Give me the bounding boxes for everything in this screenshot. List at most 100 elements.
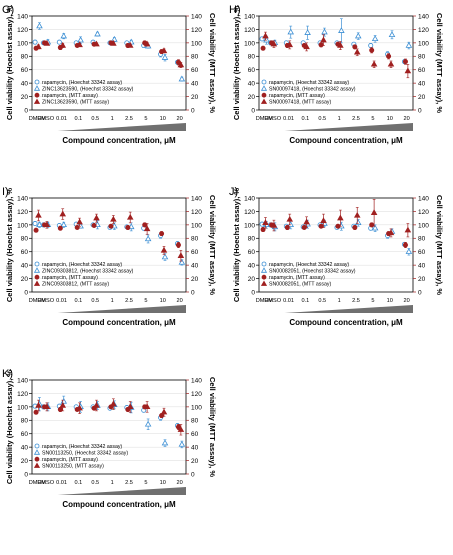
x-tick-label: DMEM <box>256 116 273 122</box>
data-point <box>354 32 362 39</box>
y-right-tick-label: 60 <box>191 249 199 256</box>
data-point <box>369 47 375 53</box>
y-left-tick-label: 20 <box>21 458 29 465</box>
data-point <box>178 75 186 82</box>
data-point <box>321 28 328 35</box>
data-point <box>404 67 412 74</box>
legend-label: rapamycin, (Hoechst 33342 assay) <box>42 262 122 268</box>
concentration-gradient-bar <box>57 305 187 313</box>
data-point <box>304 29 311 35</box>
x-axis-title: Compound concentration, μM <box>62 318 176 327</box>
y-left-tick-label: 40 <box>248 81 256 88</box>
y-left-tick-label: 60 <box>248 249 256 256</box>
y-right-tick-label: 80 <box>191 236 199 243</box>
y-right-tick-label: 120 <box>418 27 429 34</box>
legend-label: SN00097418, (Hoechst 33342 assay) <box>269 87 356 93</box>
data-point <box>284 225 290 231</box>
y-right-tick-label: 0 <box>191 289 195 296</box>
y-left-tick-label: 80 <box>21 418 29 425</box>
y-left-axis-title: Cell viability (Hoechst assay), % <box>5 188 14 303</box>
x-axis-title: Compound concentration, μM <box>289 318 403 327</box>
data-series <box>260 40 408 65</box>
legend-label: SN00082051, (MTT assay) <box>269 282 331 288</box>
data-point <box>93 214 100 221</box>
concentration-gradient-bar <box>284 123 413 131</box>
y-left-tick-label: 0 <box>251 107 255 114</box>
data-series <box>35 398 185 436</box>
data-point <box>404 226 412 233</box>
y-left-tick-label: 100 <box>244 222 255 229</box>
y-right-tick-label: 40 <box>418 81 426 88</box>
panel-label: H) <box>229 4 241 16</box>
data-point <box>262 219 269 226</box>
y-right-tick-label: 0 <box>418 107 422 114</box>
legend-marker <box>261 79 267 85</box>
data-point <box>110 400 117 407</box>
x-tick-label: 0.01 <box>283 116 294 122</box>
y-right-tick-label: 20 <box>191 94 199 101</box>
y-left-tick-label: 60 <box>21 431 29 438</box>
y-right-axis-title: Cell viability (MTT assay), % <box>208 377 217 477</box>
data-point <box>60 32 68 39</box>
y-right-tick-label: 100 <box>418 40 429 47</box>
legend-marker <box>33 267 41 273</box>
data-point <box>178 258 186 265</box>
concentration-gradient-bar <box>57 123 187 131</box>
legend-marker <box>260 85 268 91</box>
x-tick-label: 2.5 <box>352 116 360 122</box>
legend-label: rapamycin, (Hoechst 33342 assay) <box>42 444 122 450</box>
legend-label: rapamycin, (Hoechst 33342 assay) <box>269 80 349 86</box>
y-left-tick-label: 60 <box>248 67 256 74</box>
y-right-tick-label: 140 <box>191 377 202 384</box>
chart-panel: H)020406080100120140020406080100120140Ce… <box>229 4 444 145</box>
x-tick-label: 0.01 <box>283 298 294 304</box>
data-point <box>177 252 185 258</box>
x-tick-label: 20 <box>404 298 410 304</box>
x-tick-label: DMSO <box>37 116 54 122</box>
chart-panel: I)020406080100120140020406080100120140Ce… <box>2 186 217 327</box>
x-tick-label: 0.5 <box>91 116 99 122</box>
y-left-tick-label: 140 <box>244 195 255 202</box>
data-point <box>161 54 169 60</box>
x-tick-label: 10 <box>160 116 166 122</box>
data-point <box>387 229 395 236</box>
legend-label: rapamycin, (MTT assay) <box>269 275 325 281</box>
y-left-tick-label: 20 <box>21 276 29 283</box>
data-point <box>59 401 67 408</box>
y-right-tick-label: 60 <box>191 431 199 438</box>
data-series <box>32 39 180 65</box>
plot-frame <box>31 197 187 293</box>
data-point <box>402 59 408 65</box>
data-point <box>386 53 392 59</box>
panel-label: I) <box>2 186 9 198</box>
data-point <box>93 40 100 47</box>
data-point <box>59 210 67 217</box>
x-tick-label: 1 <box>111 116 114 122</box>
x-tick-label: 20 <box>177 116 183 122</box>
data-point <box>371 224 379 231</box>
data-point <box>35 211 42 218</box>
data-point <box>337 41 344 48</box>
chart-panel: K)020406080100120140020406080100120140Ce… <box>2 368 217 509</box>
data-point <box>370 209 378 215</box>
y-left-tick-label: 80 <box>21 54 29 61</box>
y-left-tick-label: 20 <box>21 94 29 101</box>
legend-label: rapamycin, (Hoechst 33342 assay) <box>42 80 122 86</box>
data-point <box>76 218 83 225</box>
data-series <box>262 31 412 79</box>
y-left-tick-label: 20 <box>248 94 256 101</box>
x-tick-label: 0.1 <box>75 480 83 486</box>
data-point <box>144 235 152 242</box>
y-right-tick-label: 60 <box>418 249 426 256</box>
y-left-tick-label: 140 <box>17 195 28 202</box>
y-left-tick-label: 140 <box>244 13 255 20</box>
y-left-tick-label: 40 <box>21 263 29 270</box>
y-left-axis-title: Cell viability (Hoechst assay), % <box>232 6 241 121</box>
data-point <box>370 60 378 67</box>
x-tick-label: DMSO <box>37 480 54 486</box>
data-point <box>337 214 344 221</box>
x-tick-label: 1 <box>338 116 341 122</box>
data-point <box>59 41 67 48</box>
data-point <box>57 225 63 231</box>
